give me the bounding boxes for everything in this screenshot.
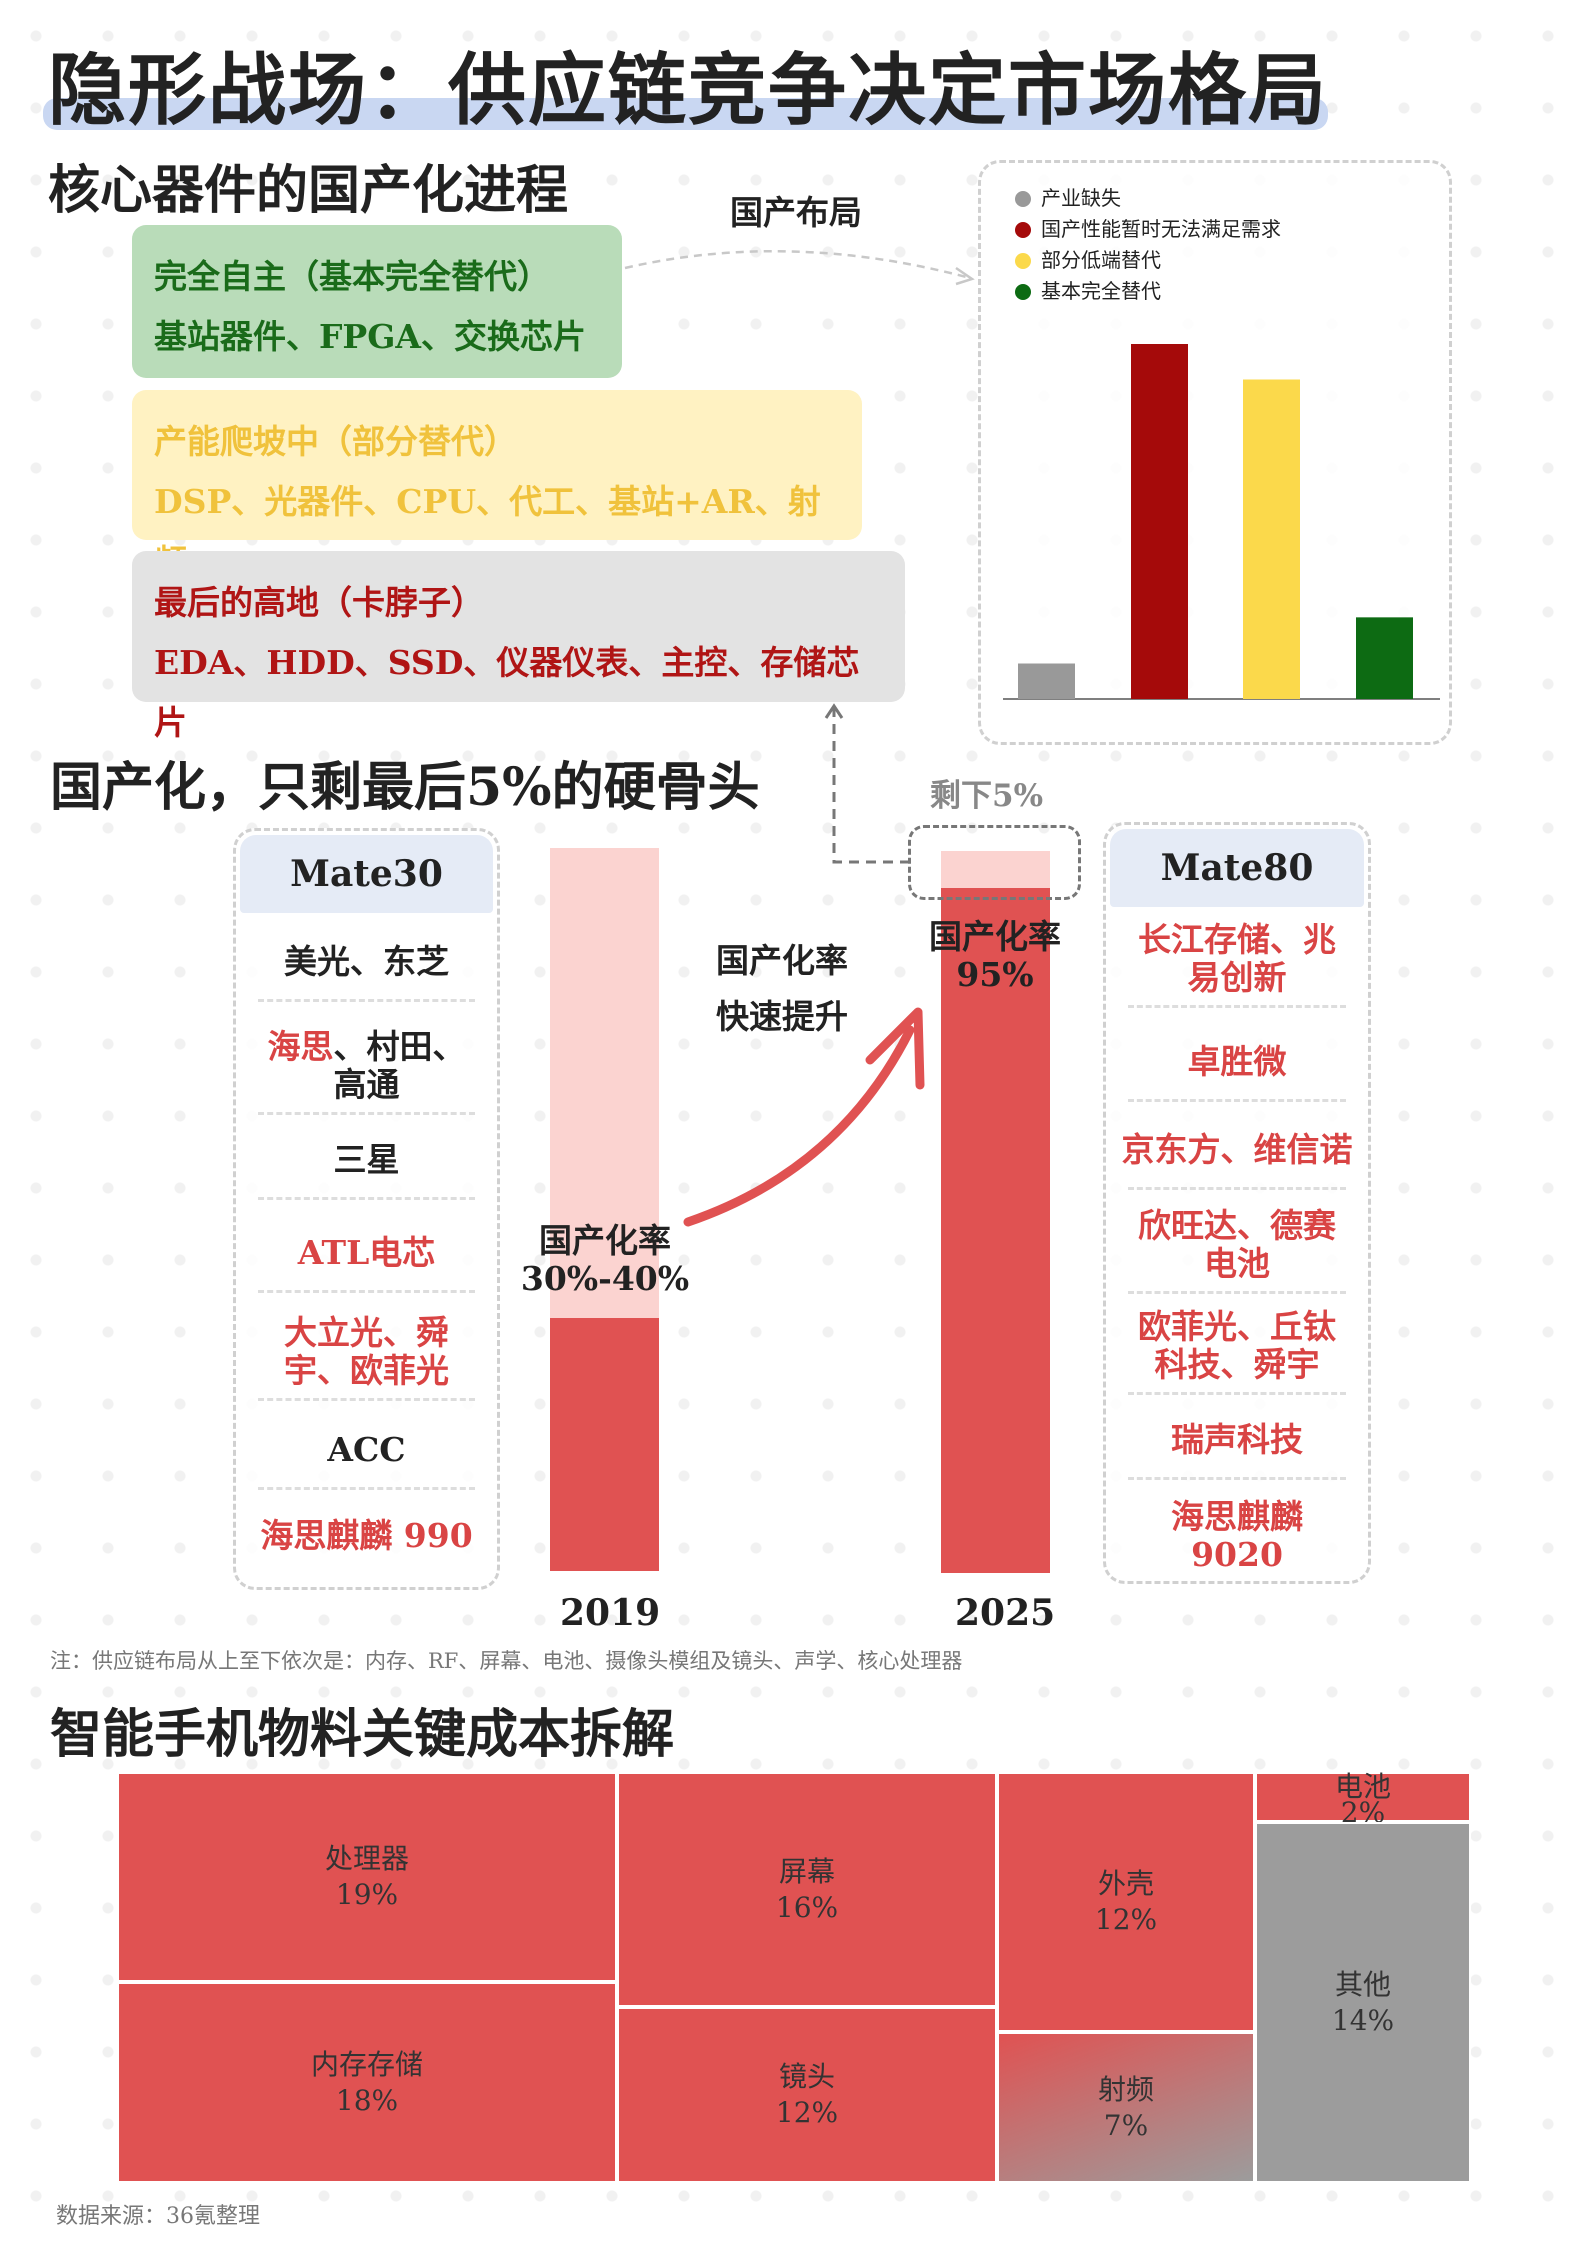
supplier-item: 大立光、舜 宇、欧菲光 bbox=[284, 1313, 449, 1390]
divider bbox=[1128, 1005, 1346, 1008]
divider bbox=[258, 1487, 475, 1490]
treemap-cell-processor: 处理器 19% bbox=[117, 1772, 617, 1982]
supplier-item: ATL电芯 bbox=[297, 1233, 436, 1272]
bar-2025-domestic bbox=[941, 888, 1050, 1573]
legend-item: 国产性能暂时无法满足需求 bbox=[1015, 214, 1281, 245]
tier-label: 产能爬坡中（部分替代） bbox=[154, 422, 517, 461]
page-title: 隐形战场：供应链竞争决定市场格局 bbox=[48, 45, 1329, 136]
divider bbox=[1128, 1099, 1346, 1102]
supplier-item: 海思、村田、 高通 bbox=[267, 1027, 466, 1104]
divider bbox=[258, 999, 475, 1002]
supplier-item: 美光、东芝 bbox=[284, 942, 449, 981]
supply-chain-note: 注：供应链布局从上至下依次是：内存、RF、屏幕、电池、摄像头模组及镜头、声学、核… bbox=[50, 1649, 963, 1673]
dashed-up-arrow bbox=[824, 703, 910, 864]
bar-2019-label: 国产化率 30%-40% bbox=[520, 1221, 690, 1298]
tier-bottleneck: 最后的高地（卡脖子） EDA、HDD、SSD、仪器仪表、主控、存储芯片 bbox=[132, 551, 905, 742]
growth-label: 国产化率 快速提升 bbox=[716, 941, 848, 1036]
year-2019: 2019 bbox=[560, 1592, 661, 1634]
treemap-cell-case: 外壳 12% bbox=[997, 1772, 1255, 2032]
remain-highlight-box bbox=[908, 825, 1081, 900]
mate80-panel: Mate80 长江存储、兆 易创新卓胜微京东方、维信诺欣旺达、德赛 电池 欧菲光、… bbox=[1103, 822, 1371, 1584]
bar-1 bbox=[1131, 344, 1188, 699]
treemap-cell-screen: 屏幕 16% bbox=[617, 1772, 997, 2007]
chart-legend: 产业缺失 国产性能暂时无法满足需求 部分低端替代 基本完全替代 bbox=[1015, 183, 1281, 307]
treemap-cell-lens: 镜头 12% bbox=[617, 2007, 997, 2183]
legend-swatch bbox=[1015, 283, 1031, 300]
divider bbox=[1128, 1477, 1346, 1480]
supplier-item: 瑞声科技 bbox=[1171, 1420, 1303, 1459]
tier-ramping: 产能爬坡中（部分替代） DSP、光器件、CPU、代工、基站+AR、射频 bbox=[132, 390, 862, 581]
supplier-item: 卓胜微 bbox=[1187, 1042, 1287, 1081]
data-source: 数据来源：36氪整理 bbox=[56, 2204, 260, 2229]
divider bbox=[258, 1112, 475, 1115]
dashed-connector-arrow bbox=[624, 249, 975, 286]
divider bbox=[1128, 1291, 1346, 1294]
supplier-item: ACC bbox=[327, 1430, 406, 1469]
tier-items: DSP、光器件、CPU、代工、基站+AR、射频 bbox=[154, 482, 821, 581]
legend-swatch bbox=[1015, 252, 1031, 269]
legend-item: 产业缺失 bbox=[1015, 183, 1281, 214]
cost-treemap: 处理器 19% 内存存储 18% 屏幕 16% 镜头 12% 外壳 12% 射频 7% 电池… bbox=[117, 1772, 1471, 2183]
legend-item: 部分低端替代 bbox=[1015, 245, 1281, 276]
tier-items: EDA、HDD、SSD、仪器仪表、主控、存储芯片 bbox=[154, 643, 860, 742]
legend-swatch bbox=[1015, 221, 1031, 238]
bar-2 bbox=[1243, 379, 1300, 699]
bar-3 bbox=[1356, 617, 1413, 699]
supplier-item: 欣旺达、德赛 电池 bbox=[1138, 1206, 1336, 1283]
layout-label: 国产布局 bbox=[730, 193, 862, 232]
remain-label: 剩下5% bbox=[930, 778, 1044, 814]
mate30-title: Mate30 bbox=[240, 835, 493, 913]
divider bbox=[258, 1197, 475, 1200]
legend-item: 基本完全替代 bbox=[1015, 276, 1281, 307]
divider bbox=[258, 1398, 475, 1401]
supplier-item: 长江存储、兆 易创新 bbox=[1138, 920, 1336, 997]
treemap-cell-memory: 内存存储 18% bbox=[117, 1982, 617, 2183]
section2-heading: 国产化，只剩最后5%的硬骨头 bbox=[50, 757, 760, 818]
supplier-item: 三星 bbox=[333, 1140, 400, 1179]
growth-arrow-icon bbox=[683, 1007, 925, 1227]
section3-heading: 智能手机物料关键成本拆解 bbox=[50, 1704, 675, 1765]
bar-0 bbox=[1018, 663, 1075, 699]
mate30-panel: Mate30 美光、东芝海思、村田、 高通三星 ATL电芯大立光、舜 宇、欧菲光 A… bbox=[233, 828, 500, 1590]
supplier-item: 欧菲光、丘钛 科技、舜宇 bbox=[1138, 1307, 1336, 1384]
divider bbox=[1128, 1187, 1346, 1190]
bar-chart bbox=[1003, 344, 1440, 700]
title-highlight bbox=[43, 98, 1328, 130]
bar-2025-label: 国产化率 95% bbox=[929, 917, 1061, 994]
treemap-cell-rf: 射频 7% bbox=[997, 2032, 1255, 2183]
supplier-item: 海思麒麟 990 bbox=[260, 1516, 473, 1555]
tier-items: 基站器件、FPGA、交换芯片 bbox=[154, 317, 587, 356]
section1-heading: 核心器件的国产化进程 bbox=[48, 160, 569, 221]
treemap-cell-battery: 电池 2% bbox=[1255, 1772, 1471, 1827]
tier-full-autonomy: 完全自主（基本完全替代） 基站器件、FPGA、交换芯片 bbox=[132, 225, 622, 378]
treemap-cell-other: 其他 14% bbox=[1255, 1822, 1471, 2183]
supplier-item: 海思麒麟 9020 bbox=[1171, 1497, 1303, 1574]
bar-2019-domestic bbox=[550, 1318, 659, 1571]
year-2025: 2025 bbox=[955, 1592, 1056, 1634]
divider bbox=[1128, 1392, 1346, 1395]
mate80-title: Mate80 bbox=[1110, 829, 1364, 907]
tier-label: 完全自主（基本完全替代） bbox=[154, 257, 550, 296]
supplier-item: 京东方、维信诺 bbox=[1121, 1130, 1353, 1169]
divider bbox=[258, 1290, 475, 1293]
tier-label: 最后的高地（卡脖子） bbox=[154, 583, 484, 622]
legend-swatch bbox=[1015, 190, 1031, 207]
